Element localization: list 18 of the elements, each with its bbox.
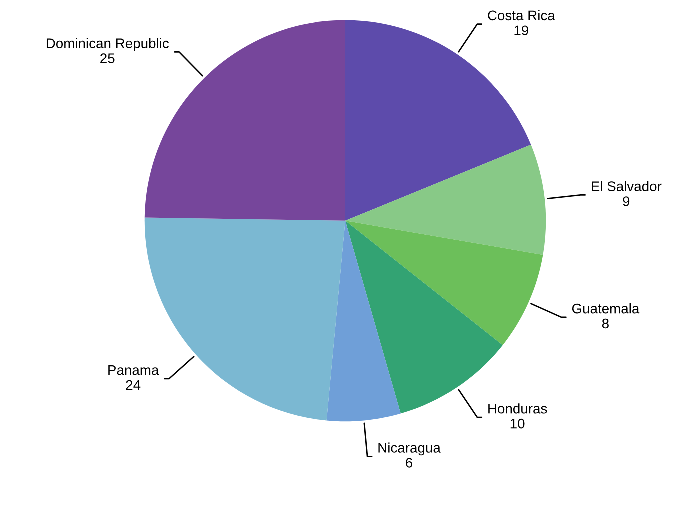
slice-label: Nicaragua <box>378 442 441 456</box>
data-label: 6 <box>406 458 412 468</box>
slice-label: Dominican Republic <box>46 38 170 52</box>
pie-slice <box>326 220 401 422</box>
data-label: 9 <box>623 196 630 206</box>
data-label: 10 <box>510 418 525 429</box>
slice-label: Honduras <box>488 404 548 414</box>
pie-slice <box>346 20 532 221</box>
data-label: 25 <box>100 54 115 64</box>
slice-label: Guatemala <box>572 304 640 314</box>
data-label: 24 <box>126 380 141 390</box>
pie-slice <box>346 144 546 256</box>
data-label: 19 <box>514 26 528 36</box>
data-label: 8 <box>602 318 609 329</box>
pie-slice <box>346 220 544 346</box>
slice-label: El Salvador <box>592 181 662 192</box>
slice-label: Panama <box>108 366 160 376</box>
slice-label: Costa Rica <box>488 10 556 21</box>
